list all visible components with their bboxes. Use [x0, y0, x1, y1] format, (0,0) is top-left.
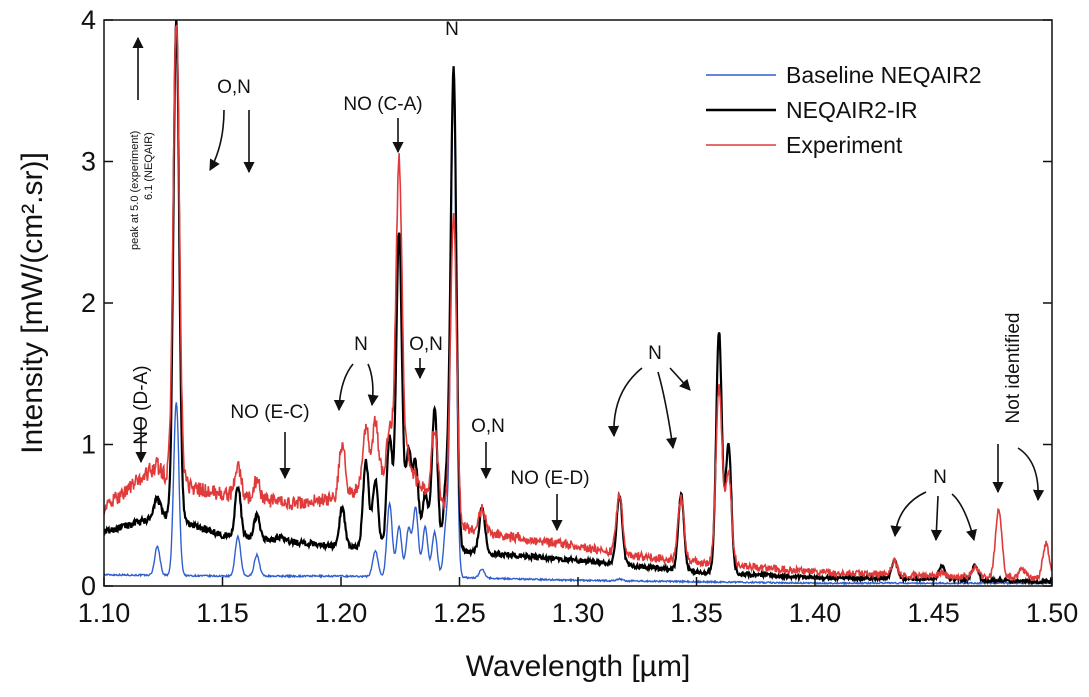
y-tick-label: 3: [81, 147, 96, 177]
annotation-not-identified: Not identified: [1003, 313, 1024, 424]
x-tick-label: 1.50: [1026, 598, 1079, 628]
legend: Baseline NEQAIR2 NEQAIR2-IR Experiment: [706, 62, 982, 158]
y-tick-label: 1: [81, 430, 96, 460]
x-tick-label: 1.35: [670, 598, 723, 628]
y-tick-label: 4: [81, 5, 96, 35]
series-line-experiment: [104, 24, 1052, 582]
annotation-o-n-3: O,N: [471, 416, 505, 437]
legend-label-baseline-neqair2: Baseline NEQAIR2: [786, 62, 982, 88]
annotation-n-3: N: [933, 467, 947, 488]
annotation-o-n-2: O,N: [409, 334, 443, 355]
x-tick-label: 1.15: [196, 598, 249, 628]
series-line-baseline-neqair2: [104, 82, 1052, 586]
x-tick-label: 1.20: [315, 598, 368, 628]
arrow-not-identified-b: [1017, 447, 1045, 502]
annotation-peak-note-2: 6.1 (NEQAIR): [143, 132, 155, 200]
y-tick-label: 0: [81, 571, 96, 601]
annotation-no-c-a: NO (C-A): [343, 94, 422, 115]
annotations: NO (D-A) peak at 5.0 (experiment) 6.1 (N…: [129, 19, 1045, 542]
x-tick-label: 1.40: [789, 598, 842, 628]
x-tick-label: 1.25: [433, 598, 486, 628]
x-tick-label: 1.10: [78, 598, 131, 628]
arrow-n-3b: [930, 495, 943, 542]
arrow-n-1b: [367, 363, 379, 407]
y-tick-label: 2: [81, 288, 96, 318]
annotation-o-n-1: O,N: [217, 77, 251, 98]
annotation-no-d-a: NO (D-A): [131, 365, 152, 444]
legend-label-experiment: Experiment: [786, 132, 903, 158]
annotation-no-e-d: NO (E-D): [510, 468, 589, 489]
x-tick-label: 1.45: [907, 598, 960, 628]
y-axis: 0 1 2 3 4: [81, 5, 1052, 601]
arrow-n-2c: [669, 367, 691, 391]
x-tick-label: 1.30: [552, 598, 605, 628]
x-axis-label: Wavelength [µm]: [466, 650, 691, 683]
x-axis: 1.10 1.15 1.20 1.25 1.30 1.35 1.40 1.45 1.50: [78, 577, 1079, 628]
arrow-n-3a: [890, 491, 927, 538]
arrow-n-2a: [607, 367, 643, 438]
annotation-n-2: N: [648, 343, 662, 364]
annotation-n-top: N: [445, 19, 459, 40]
y-axis-label: Intensity [mW/(cm².sr)]: [16, 152, 49, 454]
arrow-o-n-1a: [209, 109, 225, 171]
annotation-peak-note-1: peak at 5.0 (experiment): [129, 131, 141, 250]
arrow-n-2b: [657, 371, 678, 450]
annotation-n-1: N: [354, 334, 368, 355]
arrow-n-3c: [951, 493, 977, 542]
legend-label-neqair2-ir: NEQAIR2-IR: [786, 97, 918, 123]
arrow-n-1a: [333, 363, 354, 412]
annotation-no-e-c: NO (E-C): [230, 402, 309, 423]
